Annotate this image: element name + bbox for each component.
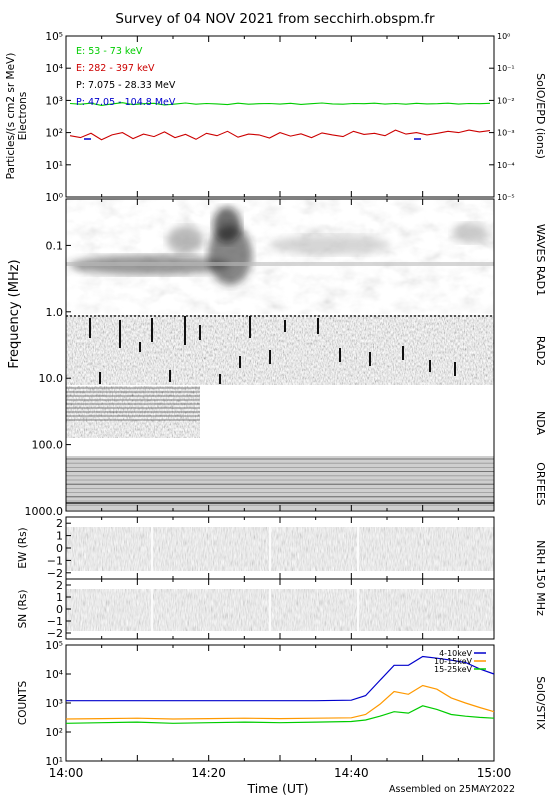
y-tick-label: 10¹	[45, 756, 63, 768]
y-tick-label: 10²	[45, 128, 63, 140]
stix-legend-label: 4-10keV	[439, 649, 472, 658]
y-tick-label: 10³	[45, 698, 63, 710]
epd-legend-black: P: 7.075 - 28.33 MeV	[76, 80, 176, 91]
orfees-spectrogram	[66, 456, 494, 510]
time-tick-label: 15:00	[477, 766, 512, 780]
epd-ylabel-electrons: Electrons	[17, 92, 29, 141]
band-label-rad1: WAVES RAD1	[534, 224, 547, 296]
y-tick-label: 10⁻³	[497, 129, 515, 138]
y-tick-label: 1	[56, 530, 63, 543]
time-axis: 14:00 14:20 14:40 15:00	[49, 36, 512, 780]
epd-y-axis: 10⁰ 10¹ 10² 10³ 10⁴ 10⁵	[45, 31, 71, 204]
epd-frame	[65, 35, 495, 198]
epd-series-lines	[69, 102, 491, 141]
y-tick-label: 10⁵	[45, 640, 63, 652]
y-tick-label: −1	[47, 554, 63, 567]
y-tick-label: −2	[47, 627, 63, 640]
stix-y-axis: 10¹ 10² 10³ 10⁴ 10⁵	[45, 640, 71, 768]
stix-legend-label: 15-25keV	[434, 665, 473, 674]
nrh-sn-streaks	[151, 587, 359, 632]
y-tick-label: 10⁰	[497, 32, 510, 41]
spectrogram-panel: 0.1 1.0 10.0 100.0 1000.0 Frequency (MHz) WA…	[7, 198, 547, 518]
band-label-orfees: ORFEES	[534, 462, 547, 506]
time-tick-label: 14:20	[191, 766, 226, 780]
stix-instrument-label: SolO/STIX	[534, 676, 547, 730]
nrh-sn-panel: 210−1−2 SN (Rs)	[17, 578, 495, 640]
nda-spectrogram	[66, 386, 200, 438]
epd-series-line	[69, 102, 491, 106]
y-tick-label: 100.0	[32, 439, 64, 452]
y-tick-label: 10²	[45, 727, 63, 739]
y-tick-label: 10³	[45, 95, 63, 107]
nda-stripes	[66, 387, 200, 421]
epd-y-axis-right: 10⁻⁵ 10⁻⁴ 10⁻³ 10⁻² 10⁻¹ 10⁰	[489, 32, 515, 202]
y-tick-label: 2	[56, 517, 63, 530]
stix-ylabel: COUNTS	[17, 681, 29, 726]
y-tick-label: 1000.0	[25, 505, 64, 518]
y-tick-label: 10⁻⁴	[497, 161, 515, 170]
y-tick-label: 0	[56, 603, 63, 616]
band-label-nda: NDA	[534, 411, 547, 436]
y-tick-label: −2	[47, 567, 63, 580]
y-tick-label: 10¹	[45, 160, 63, 172]
nrh-ew-y-axis: 210−1−2	[47, 517, 71, 580]
stix-series-line	[66, 655, 495, 702]
nrh-ew-streaks	[151, 525, 359, 572]
epd-series-line	[69, 129, 491, 141]
time-axis-label: Time (UT)	[246, 781, 308, 796]
y-tick-label: 10⁻¹	[497, 64, 515, 73]
y-tick-label: 2	[56, 579, 63, 592]
epd-instrument-label: SolO/EPD (ions)	[534, 73, 547, 159]
rad2-spectrogram	[66, 315, 494, 385]
y-tick-label: 10.0	[39, 372, 64, 385]
time-tick-label: 14:40	[334, 766, 369, 780]
stix-series-line	[65, 705, 495, 724]
y-tick-label: 10⁵	[45, 31, 63, 43]
y-tick-label: 10⁻²	[497, 96, 515, 105]
orfees-stripes	[66, 458, 494, 506]
spectrogram-ylabel: Frequency (MHz)	[7, 259, 22, 368]
epd-legend-red: E: 282 - 397 keV	[76, 63, 155, 74]
stix-series-lines	[65, 655, 495, 724]
y-tick-label: −1	[47, 615, 63, 628]
y-tick-label: 10⁰	[45, 192, 63, 204]
band-label-rad2: RAD2	[534, 336, 547, 366]
nrh-sn-ylabel: SN (Rs)	[17, 590, 29, 629]
y-tick-label: 0	[56, 542, 63, 555]
y-tick-label: 10⁴	[45, 63, 63, 75]
y-tick-label: 10⁴	[45, 669, 63, 681]
epd-ylabel: Particles/(s cm2 sr MeV)	[5, 53, 17, 180]
assembled-note: Assembled on 25MAY2022	[389, 784, 515, 795]
rad1-spectrogram	[66, 199, 494, 314]
y-tick-label: 1.0	[46, 306, 64, 319]
epd-legend-green: E: 53 - 73 keV	[76, 46, 143, 57]
stix-legend-label: 10-15keV	[434, 657, 473, 666]
figure-title: Survey of 04 NOV 2021 from secchirh.obsp…	[115, 11, 435, 27]
spectrogram-y-axis: 0.1 1.0 10.0 100.0 1000.0	[25, 239, 71, 518]
nrh-sn-y-axis: 210−1−2	[47, 579, 71, 640]
time-tick-label: 14:00	[49, 766, 84, 780]
nrh-instrument-label: NRH 150 MHz	[534, 540, 547, 616]
stix-series-line	[65, 684, 495, 720]
rad2-burst-lines	[89, 316, 456, 384]
y-tick-label: 0.1	[46, 239, 64, 252]
y-tick-label: 1	[56, 591, 63, 604]
y-tick-label: 10⁻⁵	[497, 193, 515, 202]
epd-legend-blue: P: 47.05 - 104.8 MeV	[76, 97, 176, 108]
epd-legend: E: 53 - 73 keV E: 282 - 397 keV P: 7.075…	[76, 46, 176, 108]
stix-frame	[65, 644, 495, 762]
nrh-ew-panel: 210−1−2 EW (Rs) NRH 150 MHz	[17, 516, 547, 616]
nrh-ew-ylabel: EW (Rs)	[17, 527, 29, 568]
